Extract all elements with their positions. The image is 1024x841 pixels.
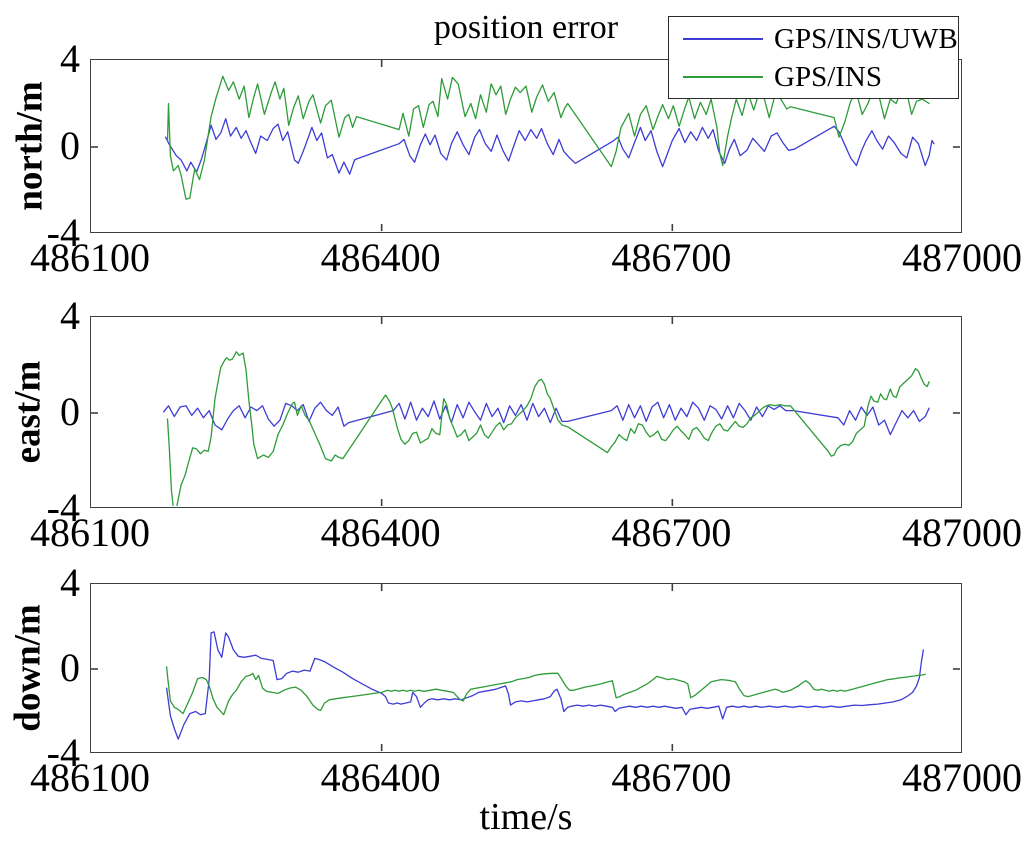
legend-line-sample-blue	[683, 38, 763, 40]
plot-area	[91, 584, 960, 751]
y-tick-label: -4	[46, 730, 80, 775]
legend-label: GPS/INS/UWB	[774, 23, 958, 55]
axis-ticks	[91, 317, 960, 506]
x-tick-label: 486400	[320, 235, 441, 280]
x-tick-label: 487000	[902, 235, 1022, 280]
legend-line-sample-green	[683, 76, 763, 78]
series-line-gps-ins	[166, 351, 930, 506]
legend-entry-gps-ins-uwb: GPS/INS/UWB	[669, 20, 958, 58]
legend-label: GPS/INS	[774, 61, 882, 93]
y-tick-label: 4	[60, 293, 80, 338]
x-tick-label: 486100	[30, 510, 150, 555]
subplot-down	[90, 583, 962, 753]
x-tick-label: 487000	[902, 510, 1022, 555]
chart-title: position error	[433, 9, 619, 46]
subplot-east	[90, 316, 962, 508]
y-tick-label: 4	[60, 36, 80, 81]
legend-entry-gps-ins: GPS/INS	[669, 58, 958, 96]
y-tick-label: -4	[46, 485, 80, 530]
x-tick-label: 486700	[611, 235, 732, 280]
x-tick-label: 487000	[902, 755, 1022, 800]
y-tick-label: 4	[60, 560, 80, 605]
x-tick-label: 486100	[30, 755, 150, 800]
x-axis-title: time/s	[479, 796, 573, 838]
y-tick-label: 0	[60, 123, 80, 168]
series-line-gps-ins	[165, 666, 926, 716]
x-tick-label: 486400	[320, 755, 441, 800]
x-tick-label: 486100	[30, 235, 150, 280]
x-tick-label: 486700	[611, 755, 732, 800]
series-line-gps-ins-uwb	[165, 631, 924, 740]
series-line-gps-ins-uwb	[164, 118, 935, 175]
legend: GPS/INS/UWB GPS/INS	[668, 16, 959, 99]
x-tick-label: 486700	[611, 510, 732, 555]
y-tick-label: -4	[46, 210, 80, 255]
series-line-gps-ins-uwb	[163, 400, 930, 436]
x-tick-label: 486400	[320, 510, 441, 555]
y-tick-label: 0	[60, 645, 80, 690]
y-tick-label: 0	[60, 389, 80, 434]
plot-area	[91, 317, 960, 506]
axis-ticks	[91, 584, 960, 751]
